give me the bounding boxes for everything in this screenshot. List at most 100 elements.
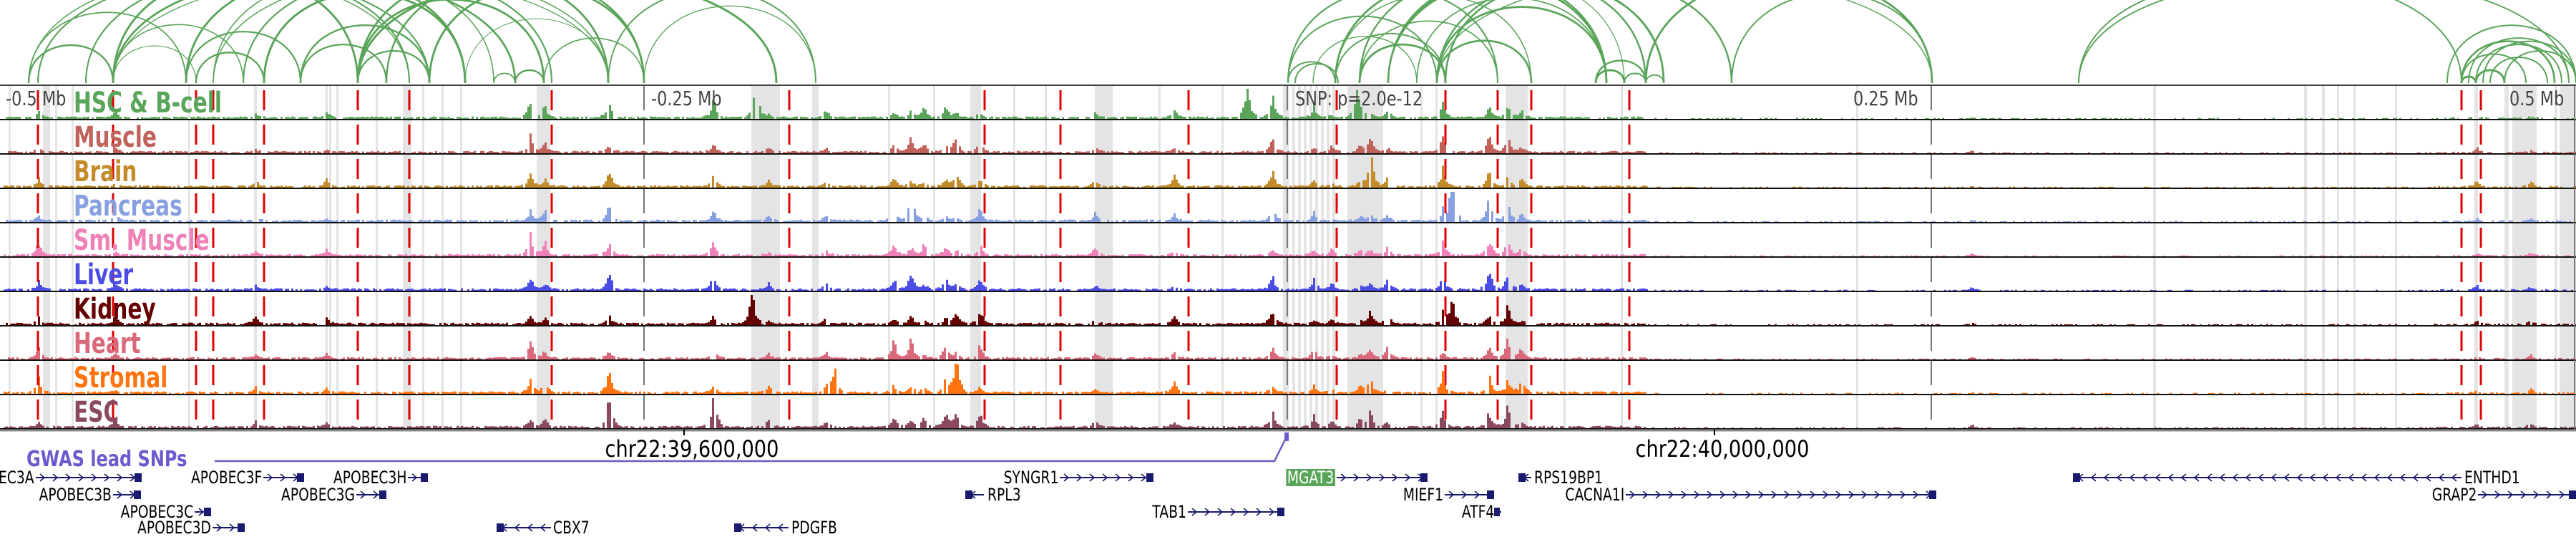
track-label: Sm. Muscle <box>74 224 210 257</box>
loop-arc <box>299 44 388 84</box>
loop-arc <box>608 0 816 84</box>
loop-arc <box>1623 72 1647 84</box>
loop-arc <box>112 24 244 84</box>
loop-arc <box>112 0 517 84</box>
gene-model-grap2[interactable] <box>2478 490 2576 499</box>
gene-label[interactable]: MGAT3 <box>1286 468 1335 488</box>
exon <box>297 473 304 482</box>
track-label: Stromal <box>74 362 168 395</box>
gene-model-cbx7[interactable] <box>497 523 551 532</box>
gwas-snp-mark[interactable] <box>1284 432 1289 441</box>
gene-label[interactable]: APOBEC3B <box>39 485 112 505</box>
exon <box>2073 473 2080 482</box>
exon <box>1277 508 1284 516</box>
loop-arc <box>2504 50 2576 84</box>
loop-arc <box>1312 36 1418 84</box>
gene-label[interactable]: ATF4 <box>1461 502 1494 522</box>
gene-label[interactable]: MIEF1 <box>1402 485 1443 505</box>
loop-arc <box>464 18 609 84</box>
loop-arc <box>28 0 410 84</box>
loop-arc <box>195 52 265 84</box>
gene-model-cacna1i[interactable] <box>1626 490 1936 499</box>
exon <box>497 523 504 532</box>
loop-arc <box>2489 57 2548 84</box>
gene-model-rps19bp1[interactable] <box>1518 473 1531 482</box>
signal-track-stromal[interactable] <box>0 364 2576 395</box>
loop-arc <box>112 0 609 84</box>
loop-arc <box>1387 0 1607 84</box>
loop-arc <box>1335 0 1532 84</box>
gene-model-atf4[interactable] <box>1494 508 1501 516</box>
gene-label[interactable]: CBX7 <box>553 518 590 537</box>
gene-model-apobec3f[interactable] <box>263 473 304 482</box>
loop-arc <box>27 44 114 84</box>
signal-track-liver[interactable] <box>0 274 2576 292</box>
gene-label[interactable]: EC3A <box>0 468 34 488</box>
gene-label[interactable]: RPS19BP1 <box>1534 468 1604 488</box>
loop-arc <box>2475 44 2562 84</box>
loop-arc <box>1435 0 1733 84</box>
gene-model-pdgfb[interactable] <box>734 523 789 532</box>
gene-label[interactable]: ENTHD1 <box>2464 468 2520 488</box>
loop-arc <box>1444 0 1665 84</box>
gene-label[interactable]: APOBEC3F <box>190 468 262 488</box>
signal-track-brain[interactable] <box>0 158 2576 189</box>
chromatin-loop-arcs <box>27 0 2576 84</box>
signal-track-muscle[interactable] <box>0 133 2576 155</box>
gene-model-syngr1[interactable] <box>1060 473 1153 482</box>
signal-track-pancreas[interactable] <box>0 192 2576 223</box>
gene-label[interactable]: TAB1 <box>1152 502 1186 522</box>
chrom-position-label: chr22:40,000,000 <box>1635 435 1810 463</box>
gene-model-apobec3h[interactable] <box>408 473 428 482</box>
gene-model-rpl3[interactable] <box>965 490 984 499</box>
gene-label[interactable]: SYNGR1 <box>1003 468 1058 488</box>
gene-label[interactable]: RPL3 <box>987 485 1021 505</box>
loop-arc <box>493 72 516 84</box>
signal-bars <box>4 232 2576 256</box>
signal-track-kidney[interactable] <box>0 295 2576 326</box>
gene-label[interactable]: APOBEC3C <box>120 502 193 522</box>
gene-label[interactable]: APOBEC3H <box>333 468 406 488</box>
gene-model-apobec3a[interactable] <box>36 473 142 482</box>
gene-model-tab1[interactable] <box>1188 508 1284 516</box>
gene-model-enthd1[interactable] <box>2073 473 2462 482</box>
loop-arc <box>1287 0 1499 84</box>
gene-label[interactable]: GRAP2 <box>2431 485 2477 505</box>
loop-arc <box>1287 15 1438 84</box>
gene-model-apobec3c[interactable] <box>195 508 211 516</box>
exon <box>379 490 386 499</box>
gwas-track-label: GWAS lead SNPs <box>26 447 187 472</box>
signal-bars <box>4 274 2573 291</box>
exon <box>1929 490 1936 499</box>
loop-arc <box>643 5 816 84</box>
exon <box>2569 490 2576 499</box>
signal-track-heart[interactable] <box>0 338 2576 361</box>
exon <box>135 473 142 482</box>
gene-model-mgat3[interactable] <box>1337 473 1428 482</box>
gene-model-apobec3g[interactable] <box>356 490 386 499</box>
loop-arc <box>543 37 645 84</box>
loop-arc <box>185 31 302 84</box>
signal-track-sm-muscle[interactable] <box>0 232 2576 258</box>
track-label: HSC & B-cell <box>74 87 223 120</box>
loop-arc <box>1387 0 1625 84</box>
gene-model-apobec3b[interactable] <box>113 490 141 499</box>
gene-track <box>36 473 2576 532</box>
loop-arc <box>1436 0 1933 84</box>
loop-arc <box>2446 24 2576 84</box>
loop-arc <box>385 0 645 84</box>
gene-label[interactable]: APOBEC3G <box>281 485 355 505</box>
signal-track-esc[interactable] <box>0 398 2576 430</box>
gene-label[interactable]: APOBEC3D <box>137 518 211 537</box>
gene-model-apobec3d[interactable] <box>213 523 245 532</box>
loop-arc <box>1387 0 1665 84</box>
exon <box>1146 473 1153 482</box>
track-label: Heart <box>74 327 141 360</box>
loop-arc <box>356 0 610 84</box>
gene-label[interactable]: CACNA1I <box>1565 485 1624 505</box>
signal-track-hsc-b-cell[interactable] <box>0 89 2576 120</box>
gene-label[interactable]: PDGFB <box>791 518 837 537</box>
reference-lines <box>643 86 2575 430</box>
gene-model-mief1[interactable] <box>1445 490 1494 499</box>
